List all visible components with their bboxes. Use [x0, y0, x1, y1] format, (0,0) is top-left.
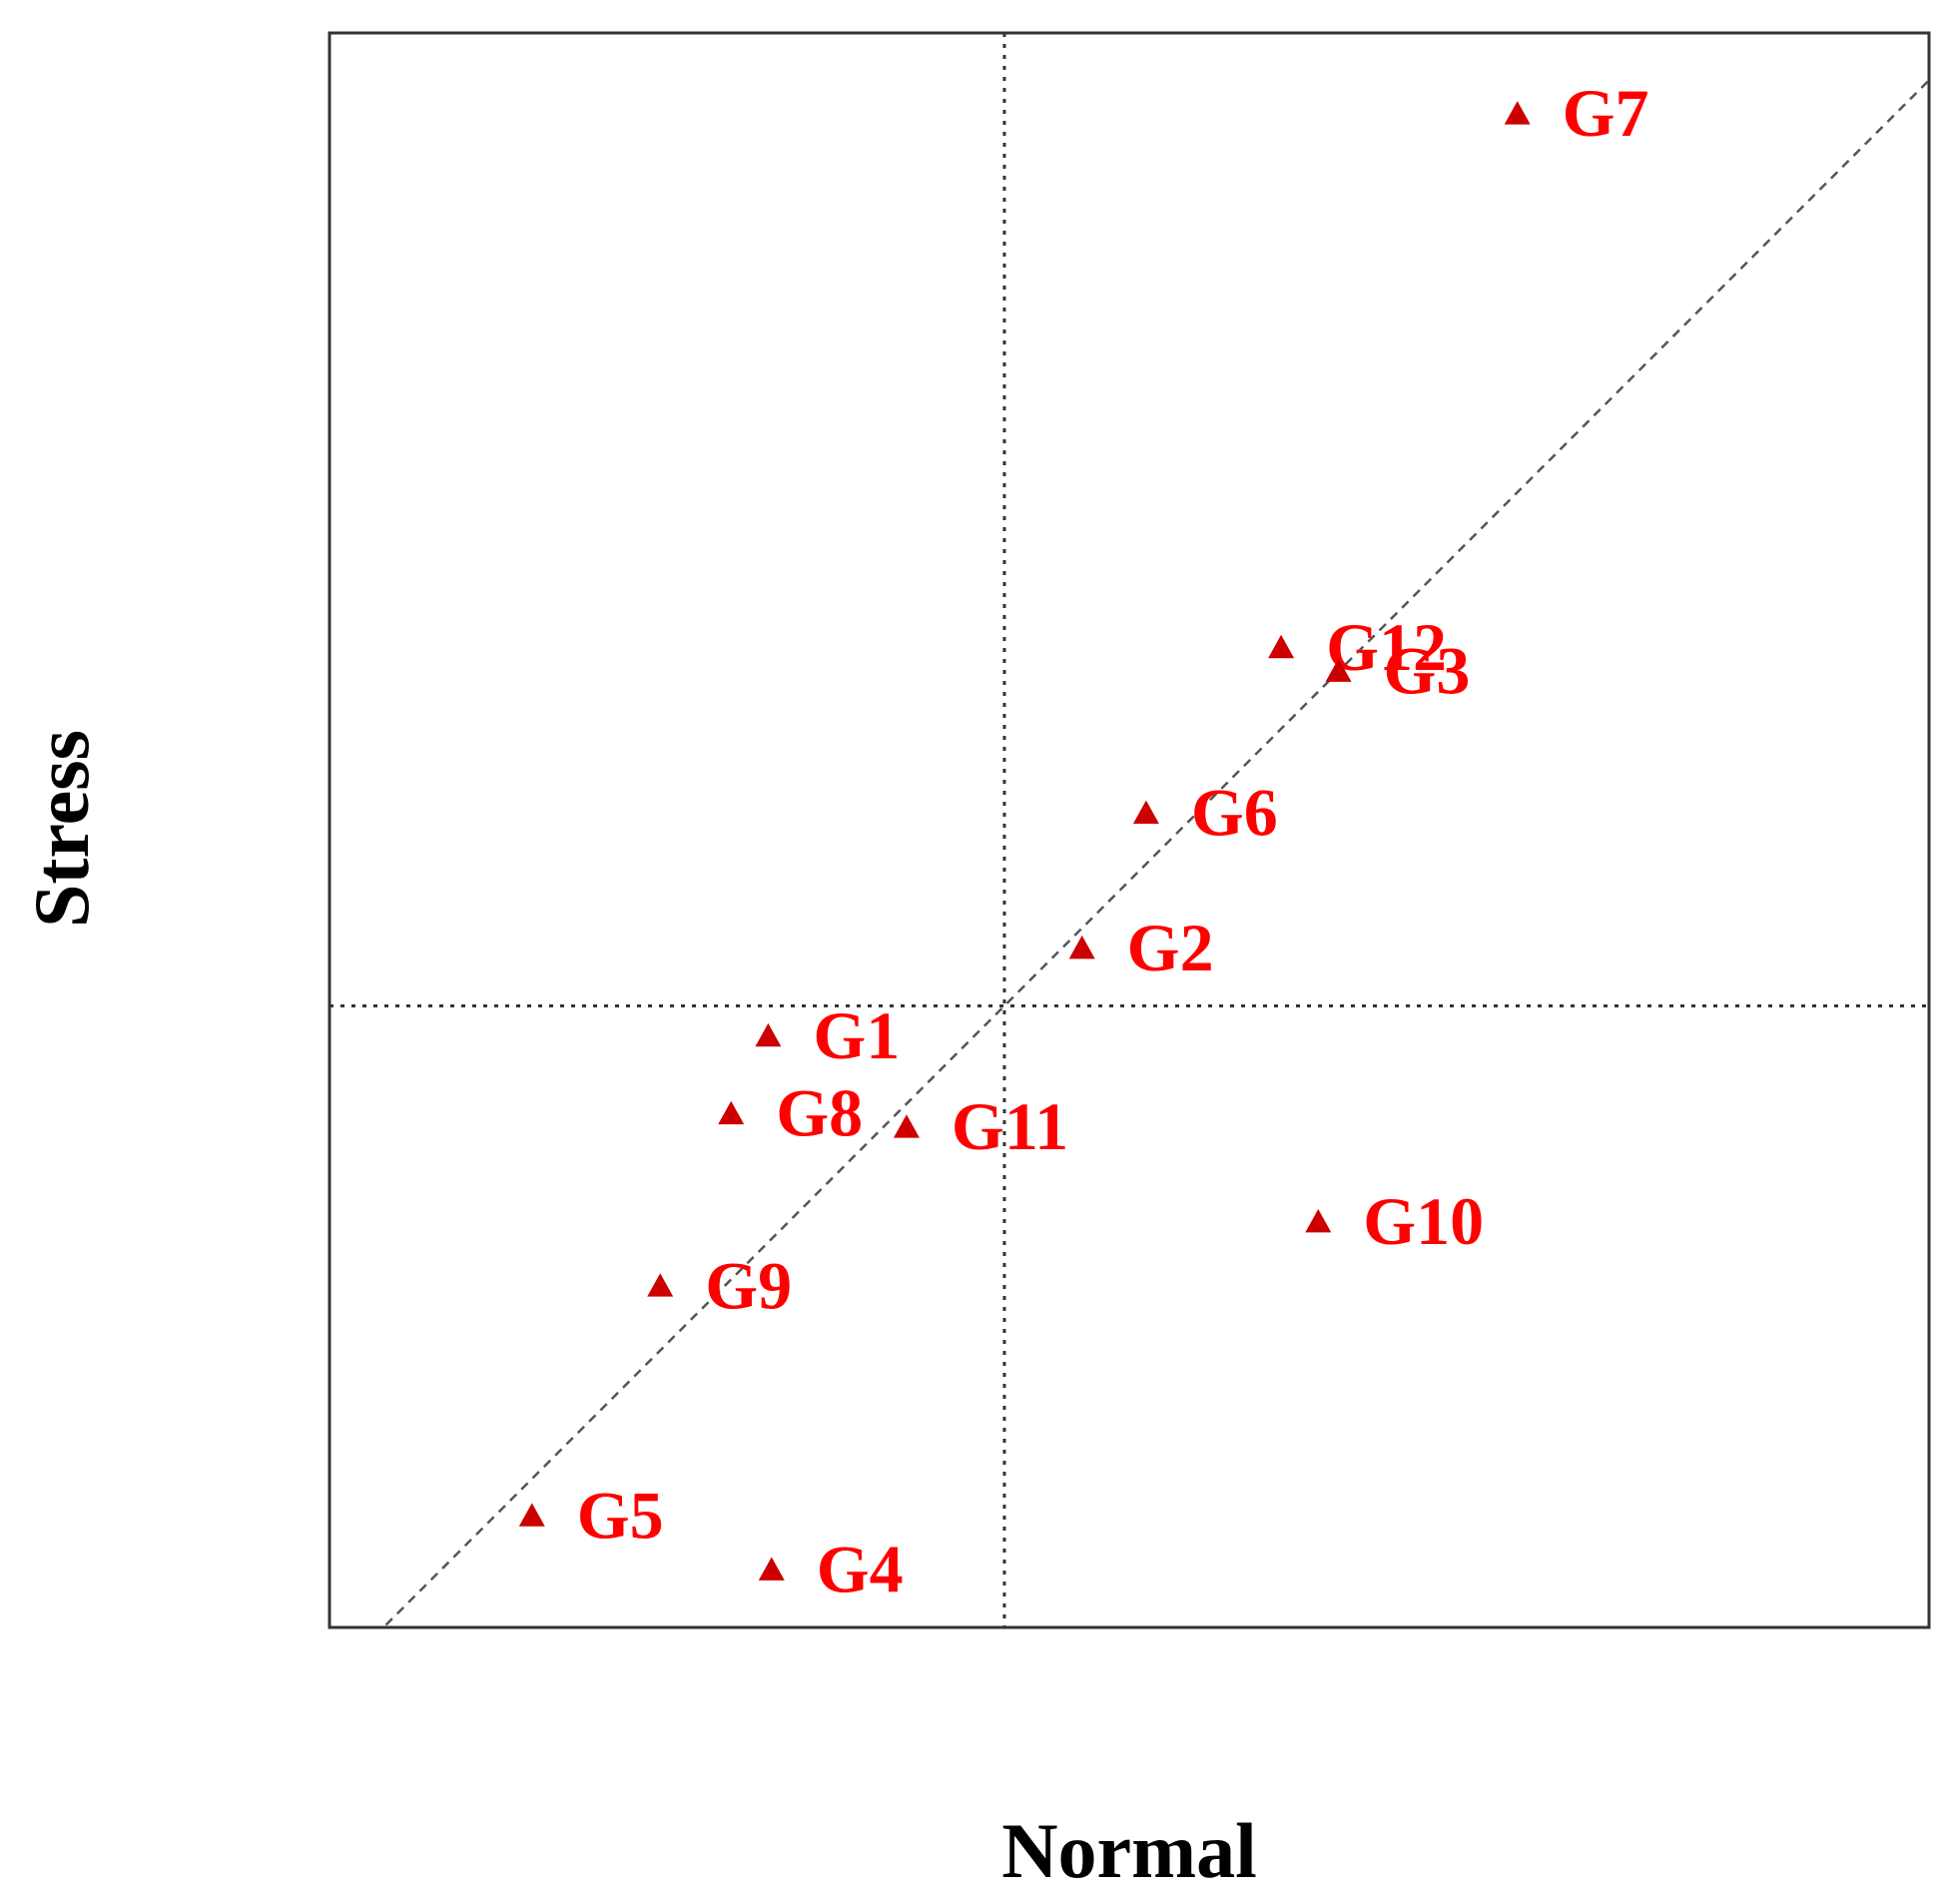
point-label: G6 [1191, 775, 1278, 851]
data-point-g3: G3 [1325, 632, 1471, 708]
data-point-g9: G9 [647, 1247, 792, 1323]
data-point-g6: G6 [1132, 775, 1278, 851]
data-point-g11: G11 [893, 1088, 1068, 1164]
point-label: G8 [776, 1075, 863, 1151]
data-point-g12: G12 [1268, 609, 1447, 685]
point-label: G4 [817, 1531, 904, 1606]
x-axis-title: Normal [1001, 1807, 1257, 1894]
data-point-g1: G1 [755, 997, 900, 1073]
triangle-marker [1068, 935, 1095, 959]
triangle-marker [518, 1503, 545, 1527]
triangle-marker [718, 1100, 745, 1125]
point-label: G1 [813, 997, 900, 1073]
data-point-g4: G4 [758, 1531, 904, 1606]
triangle-marker [647, 1273, 674, 1297]
triangle-marker [755, 1022, 782, 1047]
diagonal-reference-line [381, 79, 1929, 1627]
y-axis-title: Stress [18, 730, 105, 928]
triangle-marker [1305, 1208, 1332, 1233]
triangle-marker [893, 1114, 920, 1138]
point-label: G9 [705, 1247, 792, 1323]
data-point-g10: G10 [1305, 1183, 1484, 1259]
point-label: G5 [577, 1477, 664, 1553]
point-label: G10 [1363, 1183, 1484, 1259]
data-point-g5: G5 [518, 1477, 664, 1553]
triangle-marker [1132, 800, 1159, 824]
triangle-marker [1325, 658, 1352, 682]
point-label: G12 [1326, 609, 1447, 685]
data-point-g8: G8 [718, 1075, 863, 1151]
point-label: G11 [952, 1088, 1068, 1164]
point-label: G7 [1563, 75, 1649, 151]
data-point-g7: G7 [1504, 75, 1649, 151]
triangle-marker [1504, 101, 1531, 125]
plot-frame [327, 31, 1931, 1629]
point-label: G3 [1384, 632, 1471, 708]
point-label: G2 [1127, 910, 1214, 985]
data-point-g2: G2 [1068, 910, 1214, 985]
triangle-marker [758, 1557, 785, 1581]
triangle-marker [1268, 634, 1295, 659]
